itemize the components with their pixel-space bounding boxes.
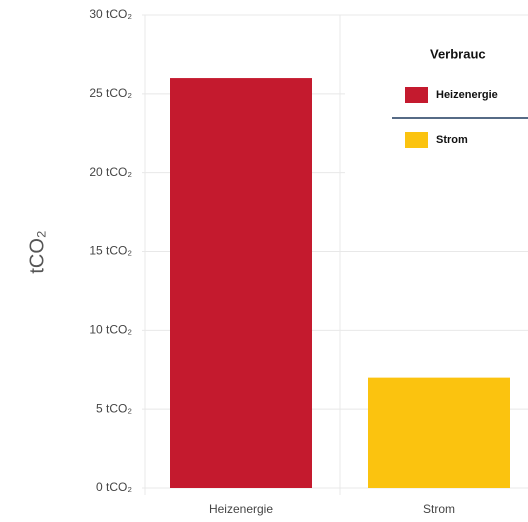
- y-tick-label: 10 tCO₂: [89, 323, 132, 337]
- y-tick-label: 25 tCO₂: [89, 86, 132, 100]
- bar: [368, 377, 510, 488]
- y-tick-label: 5 tCO₂: [96, 401, 132, 415]
- legend-title: Verbrauc: [430, 46, 486, 61]
- legend-swatch: [405, 132, 428, 148]
- x-tick-label: Heizenergie: [209, 502, 273, 516]
- y-tick-label: 30 tCO₂: [89, 7, 132, 21]
- y-tick-label: 20 tCO₂: [89, 165, 132, 179]
- bar: [170, 78, 312, 489]
- y-tick-label: 0 tCO₂: [96, 480, 132, 494]
- y-axis-title: tCO₂: [26, 230, 48, 273]
- x-tick-label: Strom: [423, 502, 455, 516]
- legend-label: Strom: [436, 134, 468, 146]
- legend-label: Heizenergie: [436, 89, 498, 101]
- y-tick-label: 15 tCO₂: [89, 244, 132, 258]
- legend-swatch: [405, 87, 428, 103]
- legend-box: [345, 32, 528, 190]
